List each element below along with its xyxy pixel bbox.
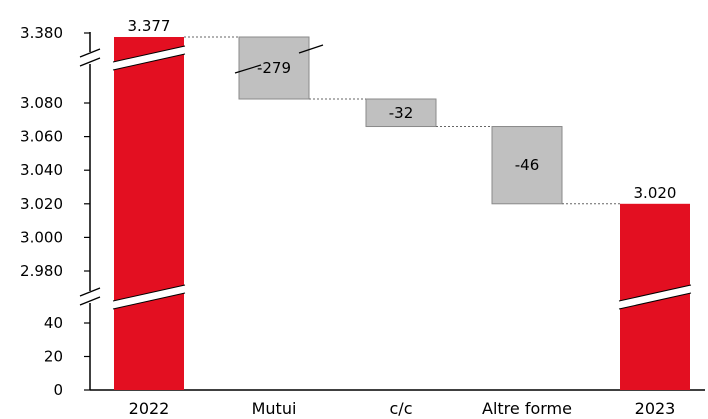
y-tick-label: 3.060 [20,128,63,146]
x-tick-label: 2022 [129,399,170,418]
y-tick-label: 2.980 [20,262,63,280]
y-tick-label: 0 [53,381,63,399]
data-label: 3.377 [128,17,171,35]
bar-break-lower [619,285,691,309]
y-axis-break-upper-slash [79,57,101,67]
y-axis-break-lower-slash [79,296,101,306]
bar-break-edge [618,292,692,310]
bar-break-edge [112,45,186,63]
bar-break-lower [113,285,185,309]
y-tick-label: 20 [44,348,63,366]
x-tick-label: Mutui [252,399,297,418]
bar-break-edge [112,284,186,302]
y-tick-label: 3.040 [20,161,63,179]
bar-break-edge [234,64,262,74]
bar-break-edge [112,292,186,310]
x-tick-label: 2023 [635,399,676,418]
data-label: -279 [257,59,291,77]
bar-delta [491,126,563,205]
y-tick-label: 40 [44,314,63,332]
data-label: 3.020 [634,184,677,202]
data-label: -32 [389,104,414,122]
x-tick-label: c/c [390,399,413,418]
x-tick-label: Altre forme [482,399,572,418]
y-tick-label: 3.080 [20,94,63,112]
y-tick-label: 3.020 [20,195,63,213]
bar-total [114,37,184,390]
data-label: -46 [515,156,540,174]
bar-break-edge [112,53,186,71]
bar-break-upper [113,46,185,70]
bar-delta [365,98,437,128]
y-axis-break-upper-slash [79,48,101,58]
y-tick-label: 3.000 [20,228,63,246]
y-tick-label: 3.380 [20,24,63,42]
bar-break-edge [618,284,692,302]
bar-break-edge [298,44,324,54]
y-axis-break-lower-slash [79,287,101,297]
